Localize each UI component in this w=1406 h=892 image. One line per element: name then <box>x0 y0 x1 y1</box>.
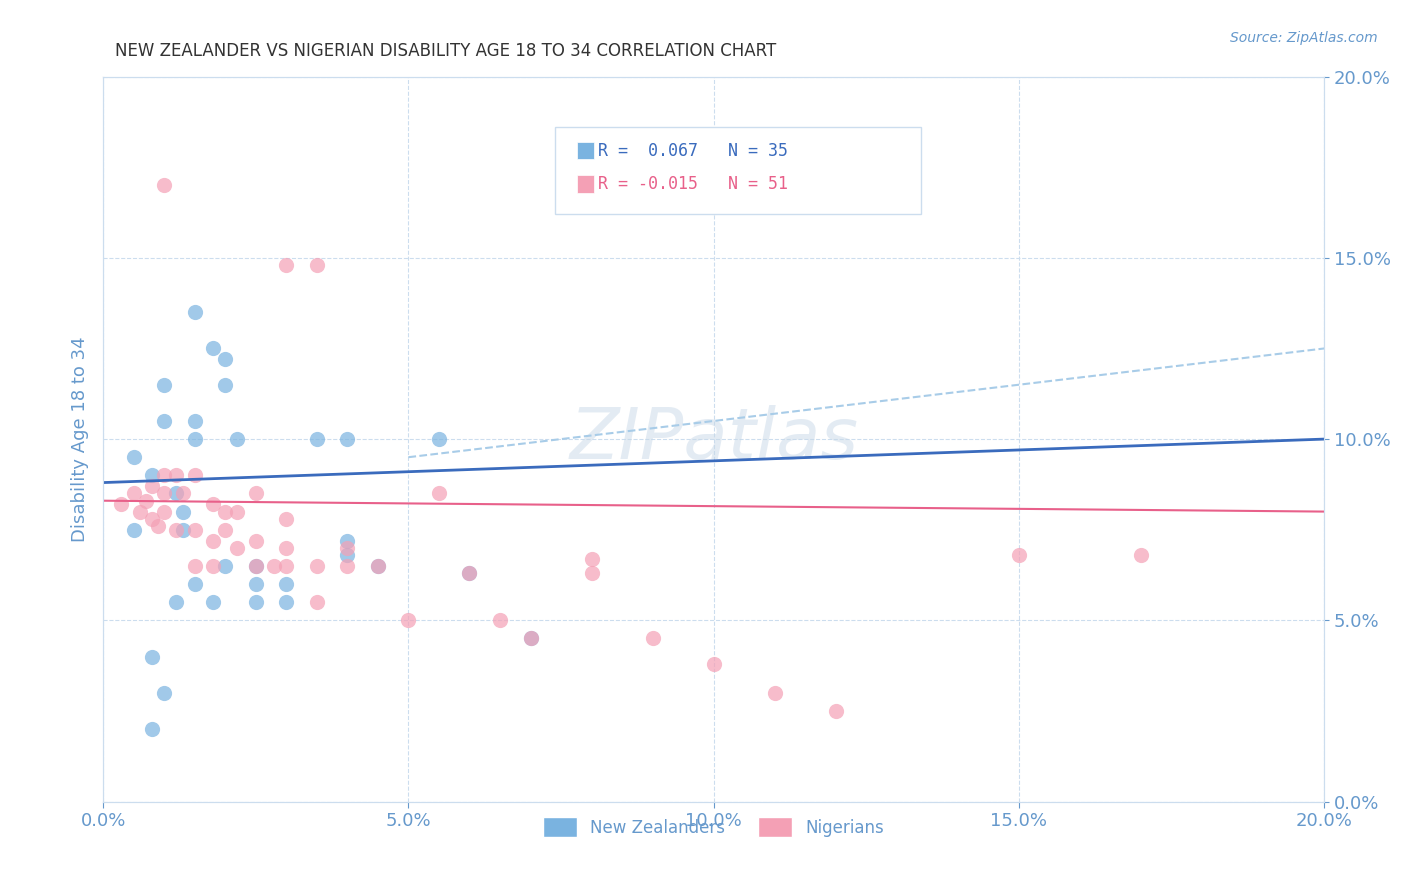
Point <box>122 450 145 465</box>
Point <box>519 632 541 646</box>
Point <box>202 497 225 511</box>
Point <box>581 566 603 581</box>
Text: Source: ZipAtlas.com: Source: ZipAtlas.com <box>1230 31 1378 45</box>
Point <box>202 595 225 609</box>
Point <box>641 632 664 646</box>
Point <box>146 519 169 533</box>
Legend: New Zealanders, Nigerians: New Zealanders, Nigerians <box>537 810 890 844</box>
Point <box>263 558 285 573</box>
Point <box>824 704 846 718</box>
FancyBboxPatch shape <box>555 128 921 214</box>
Point <box>214 505 236 519</box>
Point <box>276 258 298 272</box>
Point <box>214 523 236 537</box>
Point <box>172 486 194 500</box>
Point <box>1008 548 1031 562</box>
Point <box>336 558 359 573</box>
Point <box>110 497 132 511</box>
Point <box>245 577 267 591</box>
Point <box>336 541 359 555</box>
Text: ZIPatlas: ZIPatlas <box>569 405 858 474</box>
Point <box>427 432 450 446</box>
Point <box>165 523 187 537</box>
Point <box>122 486 145 500</box>
Y-axis label: Disability Age 18 to 34: Disability Age 18 to 34 <box>72 336 89 542</box>
Point <box>141 512 163 526</box>
Point <box>183 468 205 483</box>
Point <box>183 414 205 428</box>
FancyBboxPatch shape <box>576 142 593 160</box>
Point <box>172 505 194 519</box>
Point <box>226 541 249 555</box>
Point <box>276 541 298 555</box>
Point <box>165 468 187 483</box>
Point <box>305 432 328 446</box>
Point <box>183 523 205 537</box>
Point <box>202 533 225 548</box>
Point <box>128 505 150 519</box>
Point <box>202 342 225 356</box>
Point <box>276 558 298 573</box>
Point <box>427 486 450 500</box>
Point <box>245 533 267 548</box>
FancyBboxPatch shape <box>576 175 593 193</box>
Point <box>305 595 328 609</box>
Point <box>165 486 187 500</box>
Point <box>519 632 541 646</box>
Point <box>703 657 725 671</box>
Point <box>367 558 389 573</box>
Point <box>245 558 267 573</box>
Point <box>245 558 267 573</box>
Point <box>581 551 603 566</box>
Point <box>458 566 481 581</box>
Point <box>183 305 205 319</box>
Point <box>226 505 249 519</box>
Point <box>245 486 267 500</box>
Point <box>141 468 163 483</box>
Point <box>245 595 267 609</box>
Point <box>183 558 205 573</box>
Point <box>396 613 419 627</box>
Point <box>336 548 359 562</box>
Point <box>336 432 359 446</box>
Point <box>763 686 786 700</box>
Point <box>276 512 298 526</box>
Text: R = -0.015   N = 51: R = -0.015 N = 51 <box>598 175 787 193</box>
Point <box>276 577 298 591</box>
Point <box>172 523 194 537</box>
Point <box>153 486 176 500</box>
Point <box>153 686 176 700</box>
Point <box>276 595 298 609</box>
Point <box>214 558 236 573</box>
Point <box>1130 548 1153 562</box>
Point <box>214 377 236 392</box>
Point <box>141 479 163 493</box>
Point <box>153 377 176 392</box>
Point <box>141 649 163 664</box>
Point <box>135 493 157 508</box>
Point <box>226 432 249 446</box>
Point <box>336 533 359 548</box>
Point <box>141 722 163 736</box>
Point <box>122 523 145 537</box>
Point <box>165 595 187 609</box>
Point <box>305 258 328 272</box>
Point <box>489 613 512 627</box>
Point <box>367 558 389 573</box>
Point <box>183 432 205 446</box>
Point <box>153 414 176 428</box>
Point <box>183 577 205 591</box>
Point <box>458 566 481 581</box>
Point <box>202 558 225 573</box>
Point <box>153 505 176 519</box>
Point <box>153 178 176 193</box>
Point <box>305 558 328 573</box>
Text: R =  0.067   N = 35: R = 0.067 N = 35 <box>598 142 787 160</box>
Point <box>214 352 236 367</box>
Text: NEW ZEALANDER VS NIGERIAN DISABILITY AGE 18 TO 34 CORRELATION CHART: NEW ZEALANDER VS NIGERIAN DISABILITY AGE… <box>115 42 776 60</box>
Point <box>153 468 176 483</box>
